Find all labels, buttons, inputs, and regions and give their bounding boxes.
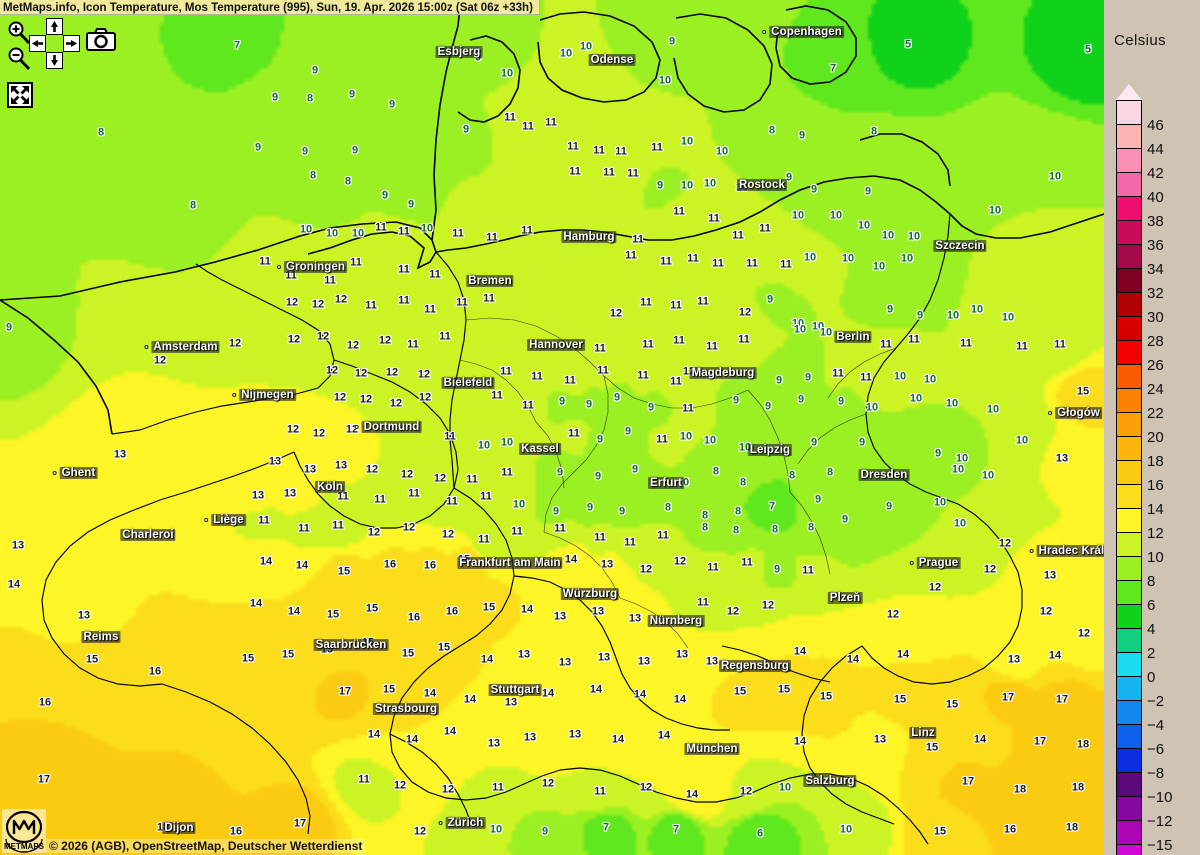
legend-tick-label: 20 (1147, 429, 1164, 446)
legend-tick-label: 12 (1147, 525, 1164, 542)
legend-tick-label: 16 (1147, 477, 1164, 494)
legend-tick-label: 46 (1147, 117, 1164, 134)
legend-swatch: −4 (1116, 700, 1164, 733)
legend-tick-label: 18 (1147, 453, 1164, 470)
legend-tick-label: 2 (1147, 645, 1156, 662)
legend-swatch: 18 (1116, 436, 1164, 469)
legend-tick-label: 24 (1147, 381, 1164, 398)
legend-swatch: −2 (1116, 676, 1164, 709)
legend-tick-label: 42 (1147, 165, 1164, 182)
legend-swatch: 32 (1116, 268, 1164, 301)
legend-tick-label: −4 (1147, 717, 1165, 734)
legend-tick-label: 14 (1147, 501, 1164, 518)
legend-tick-label: 28 (1147, 333, 1164, 350)
pan-left-icon[interactable] (29, 35, 46, 52)
map-canvas[interactable]: 7 10 5 5 9 10 10 9 7 9 9 8 9 9 11 11 11 9 10 8 8 10 8 9 9 9 11 11 11… (0, 0, 1104, 855)
legend-unit-label: Celsius (1114, 32, 1166, 49)
camera-icon[interactable] (86, 28, 116, 52)
metmaps-logo: METMAPS (2, 809, 46, 853)
legend-swatch: −10 (1116, 772, 1172, 805)
legend-swatch: −8 (1116, 748, 1164, 781)
legend-swatch: 38 (1116, 196, 1164, 229)
legend-swatch: 10 (1116, 532, 1164, 565)
map-controls[interactable] (4, 18, 119, 110)
legend-tick-label: 26 (1147, 357, 1164, 374)
legend-over-range-cap (1116, 84, 1142, 100)
legend-tick-label: 0 (1147, 669, 1156, 686)
legend-swatch: 42 (1116, 148, 1164, 181)
legend-swatch: 14 (1116, 484, 1164, 517)
legend-swatch: 24 (1116, 364, 1164, 397)
pan-up-icon[interactable] (46, 18, 63, 35)
fullscreen-icon[interactable] (7, 82, 33, 108)
pan-down-icon[interactable] (46, 52, 63, 69)
legend-tick-label: 38 (1147, 213, 1164, 230)
legend-tick-label: 10 (1147, 549, 1164, 566)
legend-tick-label: 30 (1147, 309, 1164, 326)
legend-swatch: 4 (1116, 604, 1155, 637)
zoom-in-icon[interactable] (6, 20, 32, 46)
legend-swatch: 12 (1116, 508, 1164, 541)
legend-tick-label: −10 (1147, 789, 1173, 806)
legend-tick-label: 4 (1147, 621, 1156, 638)
color-legend: Celsius 46 44 42 40 38 36 34 32 30 28 26 24 22 20 18 16… (1104, 0, 1200, 855)
legend-tick-label: 36 (1147, 237, 1164, 254)
legend-swatch: 36 (1116, 220, 1164, 253)
temperature-raster (0, 0, 1104, 855)
legend-tick-label: 32 (1147, 285, 1164, 302)
legend-swatch: 34 (1116, 244, 1164, 277)
legend-swatch: 2 (1116, 628, 1155, 661)
legend-swatch: 44 (1116, 124, 1164, 157)
legend-swatch: 8 (1116, 556, 1155, 589)
legend-swatch: 0 (1116, 652, 1155, 685)
legend-tick-label: −2 (1147, 693, 1165, 710)
legend-tick-label: 22 (1147, 405, 1164, 422)
legend-scale: 46 44 42 40 38 36 34 32 30 28 26 24 22 20 18 16 14 12 10 8 6… (1112, 84, 1200, 855)
legend-tick-label: −8 (1147, 765, 1165, 782)
legend-swatch: 22 (1116, 388, 1164, 421)
legend-swatch: −6 (1116, 724, 1164, 757)
legend-tick-label: 8 (1147, 573, 1156, 590)
legend-swatch: −20 (1116, 844, 1142, 855)
pan-right-icon[interactable] (63, 35, 80, 52)
legend-swatch: 30 (1116, 292, 1164, 325)
legend-swatch: 20 (1116, 412, 1164, 445)
legend-tick-label: 40 (1147, 189, 1164, 206)
logo-text: METMAPS (4, 842, 45, 851)
legend-swatch: −12 (1116, 796, 1172, 829)
legend-tick-label: 44 (1147, 141, 1164, 158)
legend-swatch: 40 (1116, 172, 1164, 205)
legend-swatch-list: 46 44 42 40 38 36 34 32 30 28 26 24 22 20 18 16 14 12 10 8 6… (1112, 100, 1200, 855)
zoom-out-icon[interactable] (6, 46, 32, 72)
legend-swatch: 26 (1116, 340, 1164, 373)
legend-swatch: −15 (1116, 820, 1172, 853)
legend-tick-label: −6 (1147, 741, 1165, 758)
legend-tick-label: 34 (1147, 261, 1164, 278)
legend-swatch: 16 (1116, 460, 1164, 493)
legend-swatch: 6 (1116, 580, 1155, 613)
map-title-bar: MetMaps.info, Icon Temperature, Mos Temp… (0, 0, 540, 15)
attribution-text: © 2026 (AGB), OpenStreetMap, Deutscher W… (46, 839, 366, 853)
legend-tick-label: 6 (1147, 597, 1156, 614)
legend-swatch: 46 (1116, 100, 1164, 133)
legend-tick-label: −15 (1147, 837, 1173, 854)
legend-swatch: 28 (1116, 316, 1164, 349)
legend-tick-label: −12 (1147, 813, 1173, 830)
